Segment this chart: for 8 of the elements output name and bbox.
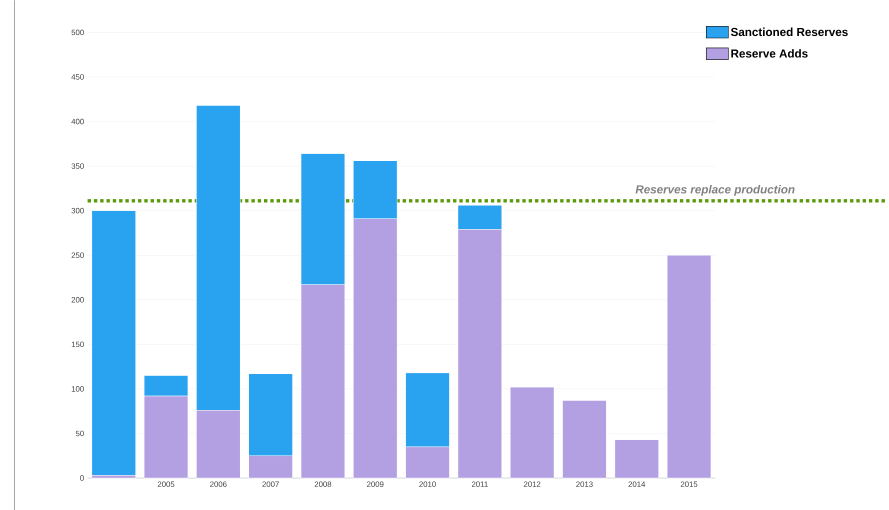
legend-label: Sanctioned Reserves	[730, 27, 848, 36]
bar	[562, 400, 607, 478]
ref-line-label: Reserves replace production	[636, 184, 795, 196]
bar	[614, 439, 659, 478]
bar	[666, 254, 712, 478]
bar	[92, 210, 136, 476]
legend-label: Reserve Adds	[731, 48, 808, 58]
bar	[510, 386, 554, 478]
